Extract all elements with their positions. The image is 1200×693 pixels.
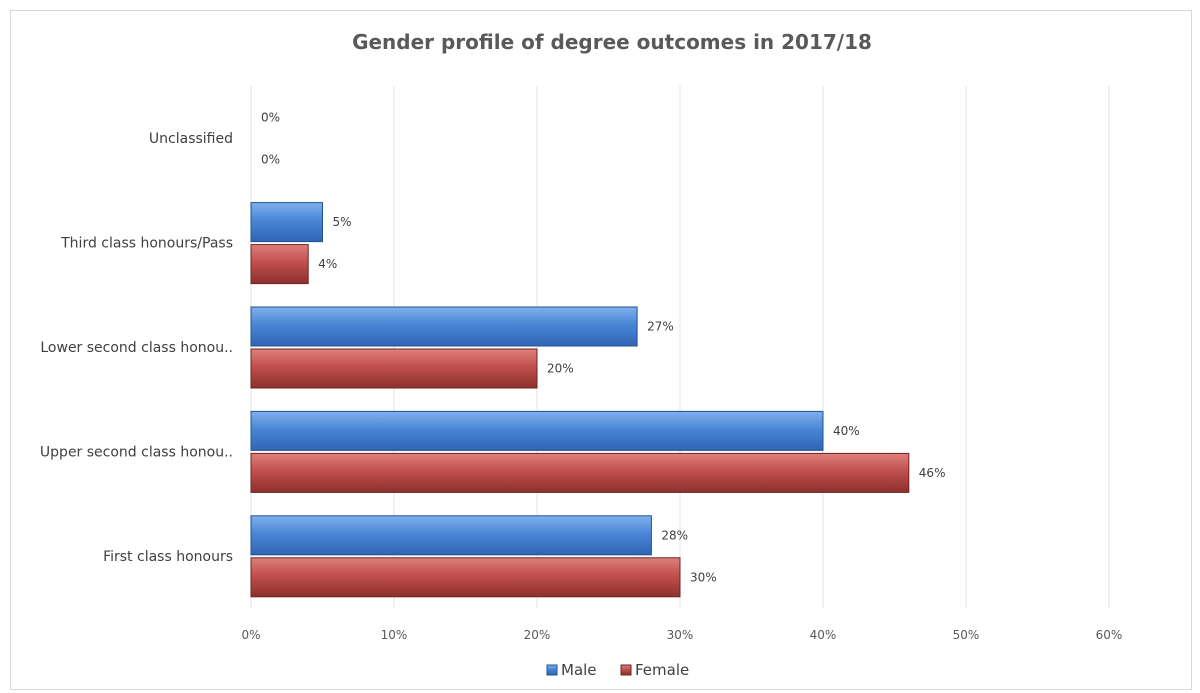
data-label-male: 28% — [661, 528, 688, 542]
legend-swatch-male — [546, 664, 558, 676]
category-label: Third class honours/Pass — [60, 236, 233, 252]
x-tick-label: 60% — [1096, 628, 1123, 642]
legend: Male Female — [546, 661, 689, 679]
bar-chart: Gender profile of degree outcomes in 201… — [40, 30, 1122, 679]
chart-frame: Gender profile of degree outcomes in 201… — [10, 10, 1192, 690]
data-label-female: 30% — [690, 570, 717, 584]
data-label-female: 4% — [318, 257, 337, 271]
gridlines — [250, 86, 1110, 608]
bar-female — [250, 348, 538, 389]
bar-female — [250, 557, 681, 598]
bar-female — [250, 244, 309, 285]
x-tick-label: 30% — [667, 628, 694, 642]
x-tick-label: 10% — [381, 628, 408, 642]
data-label-male: 27% — [647, 320, 674, 334]
data-label-male: 40% — [833, 424, 860, 438]
data-label-male: 0% — [261, 111, 280, 125]
data-label-female: 0% — [261, 153, 280, 167]
data-label-male: 5% — [333, 215, 352, 229]
chart-title: Gender profile of degree outcomes in 201… — [352, 30, 872, 54]
bar-male — [250, 306, 638, 347]
category-label: Lower second class honou.. — [40, 340, 233, 356]
x-tick-label: 0% — [241, 628, 260, 642]
data-label-female: 46% — [919, 466, 946, 480]
data-label-female: 20% — [547, 362, 574, 376]
category-label: Upper second class honou.. — [40, 444, 233, 460]
x-tick-label: 20% — [524, 628, 551, 642]
x-tick-label: 40% — [810, 628, 837, 642]
bar-male — [250, 202, 323, 243]
category-label: First class honours — [103, 549, 233, 565]
data-labels: 28% 30% 40% 46% 27% 20% 5% 4% 0% 0% — [261, 111, 945, 585]
bars — [250, 202, 910, 598]
bar-female — [250, 452, 910, 493]
legend-swatch-female — [620, 664, 632, 676]
category-label: Unclassified — [149, 131, 233, 147]
x-tick-label: 50% — [953, 628, 980, 642]
bar-male — [250, 515, 652, 556]
legend-label-female: Female — [635, 661, 689, 679]
x-axis-tick-labels: 0% 10% 20% 30% 40% 50% 60% — [241, 628, 1122, 642]
y-axis-category-labels: First class honours Upper second class ho… — [40, 131, 233, 565]
legend-label-male: Male — [561, 661, 597, 679]
bar-male — [250, 410, 824, 451]
